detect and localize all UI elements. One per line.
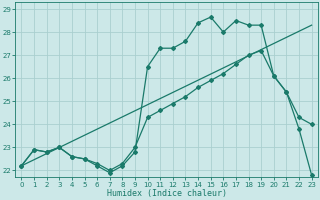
X-axis label: Humidex (Indice chaleur): Humidex (Indice chaleur) [107,189,227,198]
